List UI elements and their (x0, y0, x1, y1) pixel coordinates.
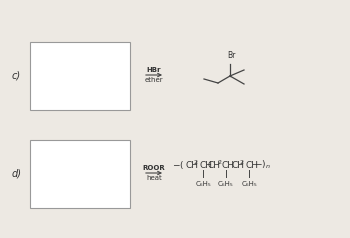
Text: CH: CH (185, 160, 198, 169)
Text: CH: CH (245, 160, 258, 169)
Text: 2: 2 (194, 159, 198, 164)
Text: 2: 2 (240, 159, 244, 164)
Text: ether: ether (145, 76, 163, 83)
Text: C₆H₅: C₆H₅ (218, 181, 234, 187)
Text: CH: CH (222, 160, 235, 169)
Text: C₆H₅: C₆H₅ (195, 181, 211, 187)
Text: CH: CH (208, 160, 221, 169)
Text: 2: 2 (217, 159, 221, 164)
Text: CH: CH (231, 160, 244, 169)
Bar (30, 140, 130, 208)
Text: $-($: $-($ (172, 159, 184, 171)
Text: ROOR: ROOR (143, 165, 165, 172)
Text: Br: Br (227, 51, 235, 60)
Text: CH: CH (199, 160, 212, 169)
Text: HBr: HBr (147, 68, 161, 74)
Text: c): c) (12, 70, 21, 80)
Bar (30, 42, 130, 110)
Text: heat: heat (146, 174, 162, 180)
Text: C₆H₅: C₆H₅ (241, 181, 257, 187)
Text: d): d) (12, 168, 22, 178)
Text: $-)_n$: $-)_n$ (254, 159, 271, 171)
